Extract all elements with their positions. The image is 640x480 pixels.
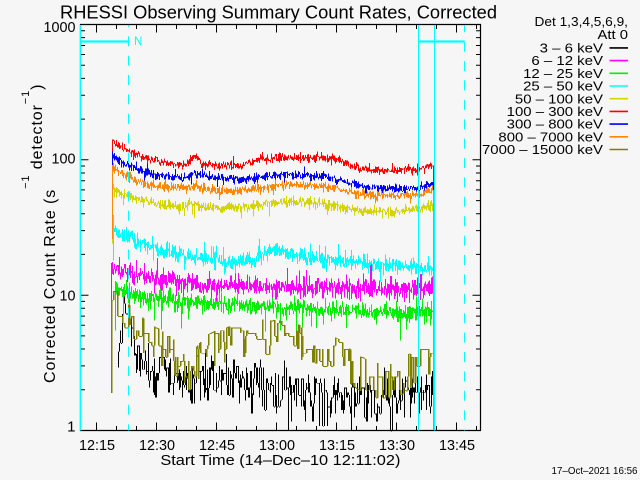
svg-text:13:15: 13:15 (319, 437, 355, 454)
svg-text:1000: 1000 (44, 19, 76, 36)
svg-text:17–Oct–2021 16:56: 17–Oct–2021 16:56 (552, 465, 638, 477)
svg-text:Start Time (14–Dec–10 12:11:02: Start Time (14–Dec–10 12:11:02) (160, 452, 400, 469)
svg-text:100: 100 (52, 151, 76, 168)
svg-text:12:45: 12:45 (199, 437, 235, 454)
svg-text:13:45: 13:45 (439, 437, 475, 454)
svg-text:50 – 100 keV: 50 – 100 keV (515, 91, 603, 106)
svg-text:7000 – 15000 keV: 7000 – 15000 keV (482, 142, 603, 157)
svg-text:12:15: 12:15 (79, 437, 115, 454)
svg-text:12 – 25 keV: 12 – 25 keV (523, 66, 603, 81)
svg-text:100 – 300 keV: 100 – 300 keV (507, 104, 604, 119)
svg-text:RHESSI Observing Summary Count: RHESSI Observing Summary Count Rates, Co… (60, 2, 497, 23)
svg-text:6 – 12 keV: 6 – 12 keV (531, 53, 603, 68)
svg-text:13:30: 13:30 (379, 437, 415, 454)
svg-text:3 – 6 keV: 3 – 6 keV (540, 41, 604, 56)
svg-text:N: N (134, 36, 142, 48)
svg-text:13:00: 13:00 (259, 437, 295, 454)
svg-text:Det 1,3,4,5,6,9,: Det 1,3,4,5,6,9, (535, 14, 629, 29)
svg-text:12:30: 12:30 (139, 437, 175, 454)
svg-text:25 – 50 keV: 25 – 50 keV (523, 79, 603, 94)
svg-text:10: 10 (60, 288, 76, 305)
svg-text:300 – 800 keV: 300 – 800 keV (507, 117, 604, 132)
svg-text:800 – 7000 keV: 800 – 7000 keV (498, 129, 603, 144)
svg-text:1: 1 (67, 419, 75, 436)
svg-text:Att 0: Att 0 (598, 27, 629, 42)
